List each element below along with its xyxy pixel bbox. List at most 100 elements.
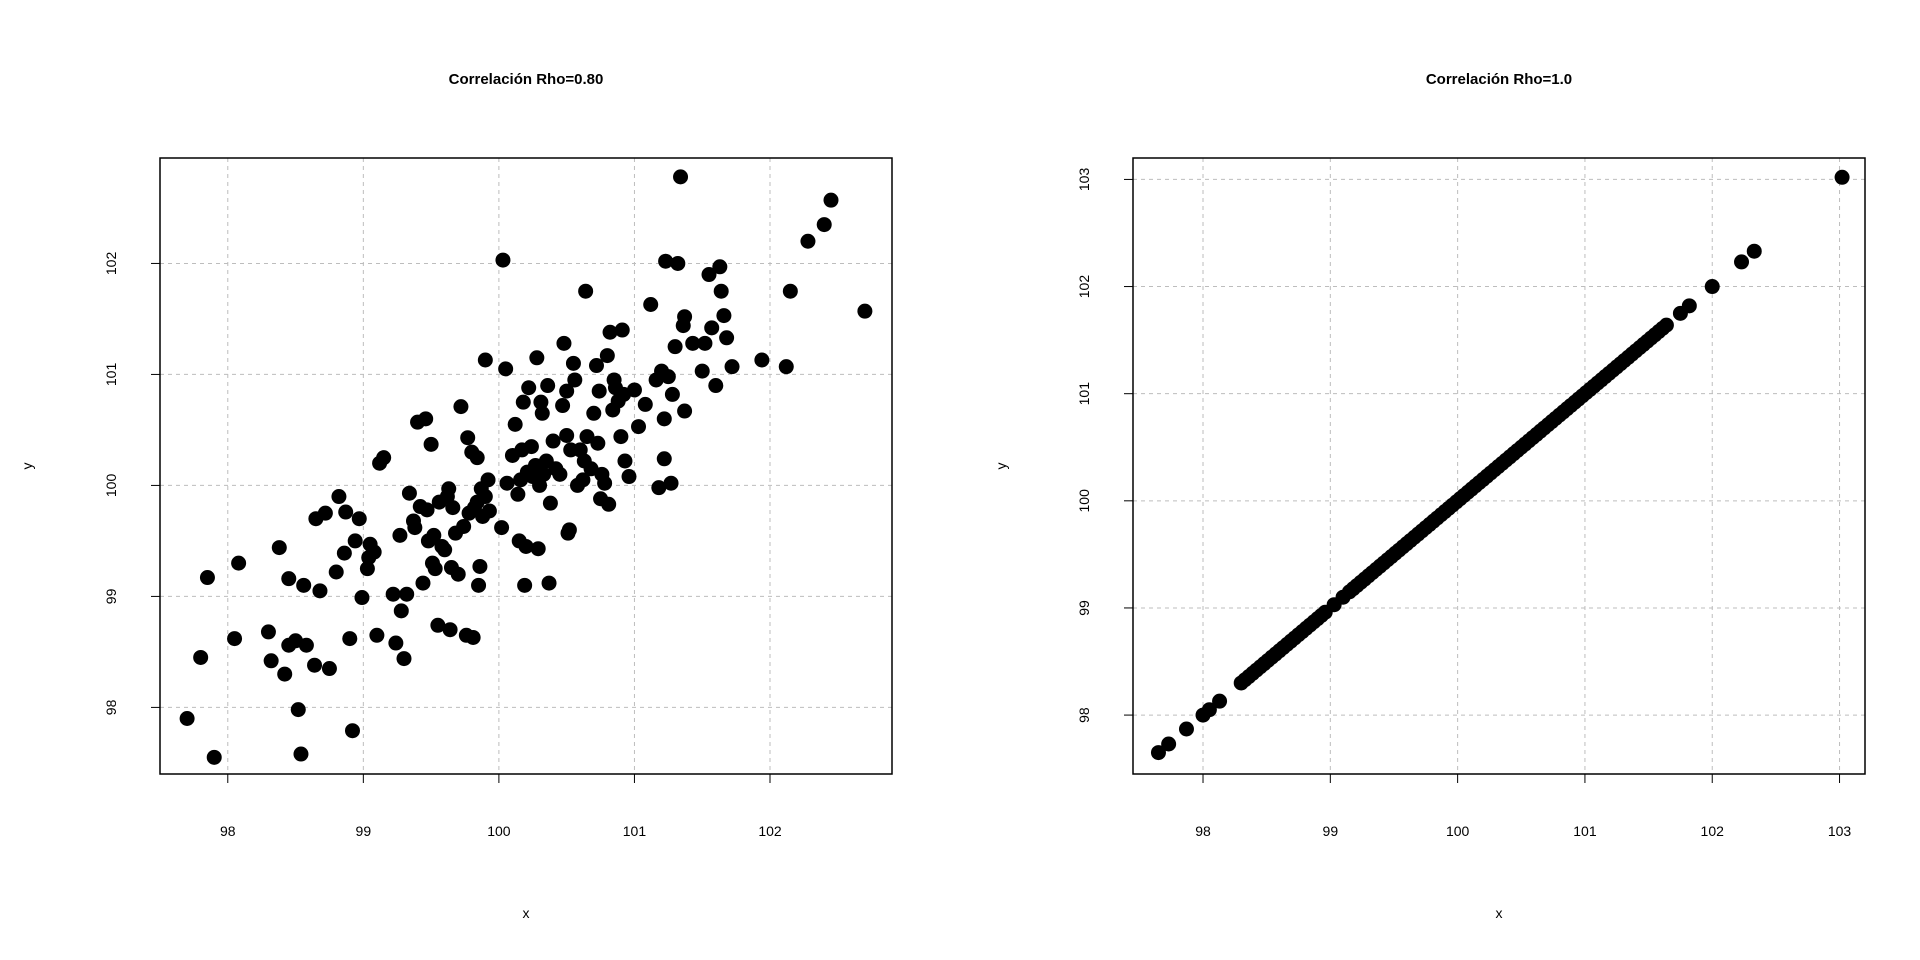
data-point [293,746,309,762]
data-point [586,405,602,421]
data-point [498,361,514,377]
data-point [499,475,515,491]
data-point [716,308,732,324]
data-point [614,322,630,338]
data-point [1734,254,1750,270]
x-tick-label: 102 [1701,823,1725,839]
data-point [694,363,710,379]
data-point [621,469,637,485]
data-point [456,518,472,534]
data-point [667,339,683,355]
data-point [724,359,740,375]
data-point [719,330,735,346]
data-point [347,533,363,549]
data-point [354,590,370,606]
data-point [477,352,493,368]
data-point [495,252,511,268]
data-point [231,555,247,571]
data-point [552,466,568,482]
data-point [561,522,577,538]
data-point [460,430,476,446]
data-point [597,475,613,491]
data-point [529,350,545,366]
data-point [430,617,446,633]
chart-title: Correlación Rho=0.80 [449,71,604,88]
y-tick-label: 98 [1076,707,1092,723]
data-point [480,472,496,488]
data-point [565,355,581,371]
data-point [307,657,323,673]
data-point [179,711,195,727]
data-point [559,427,575,443]
data-point [338,504,354,520]
data-point [631,419,647,435]
data-point [517,577,533,593]
data-point [660,369,676,385]
data-point [555,398,571,414]
plot-frame [159,157,893,775]
data-point [601,496,617,512]
data-point [227,631,243,647]
data-point [533,394,549,410]
data-point [281,571,297,587]
x-tick-label: 101 [623,823,647,839]
data-point [656,411,672,427]
data-point [385,586,401,602]
data-point [704,320,720,336]
data-point [328,564,344,580]
data-point [1178,721,1194,737]
data-point [271,540,287,556]
data-point [670,255,686,271]
data-point [1150,745,1166,761]
data-point [344,723,360,739]
data-point [445,500,461,516]
data-point [321,661,337,677]
data-point [800,233,816,249]
data-point [481,503,497,519]
data-point [778,359,794,375]
y-tick-label: 101 [103,363,119,387]
data-point [507,416,523,432]
data-point [477,489,493,505]
data-point [427,561,443,577]
data-point [277,666,293,682]
data-point [1681,298,1697,314]
data-point [541,575,557,591]
data-point [579,429,595,445]
data-point [298,637,314,653]
data-point [193,649,209,665]
data-point [1746,243,1762,259]
data-point [453,399,469,415]
data-point [419,502,435,518]
data-point [816,217,832,233]
data-point [599,348,615,364]
data-point [442,622,458,638]
data-point [450,566,466,582]
data-point [426,527,442,543]
data-point [697,335,713,351]
data-point [782,283,798,299]
data-point [559,383,575,399]
data-point [677,309,693,325]
x-tick-label: 99 [356,823,372,839]
data-point [351,511,367,527]
data-point [494,520,510,536]
data-point [1658,317,1674,333]
y-tick-label: 99 [1076,600,1092,616]
data-point [331,489,347,505]
data-point [1834,169,1850,185]
data-point [396,651,412,667]
data-point [206,749,222,765]
data-point [518,538,534,554]
x-tick-label: 98 [220,823,236,839]
x-tick-label: 99 [1323,823,1339,839]
x-tick-label: 101 [1573,823,1597,839]
data-point [317,505,333,521]
data-point [1704,279,1720,295]
x-axis-label: x [1496,905,1503,921]
data-point [578,283,594,299]
y-tick-label: 102 [1076,275,1092,299]
data-point [540,378,556,394]
data-point [407,520,423,536]
